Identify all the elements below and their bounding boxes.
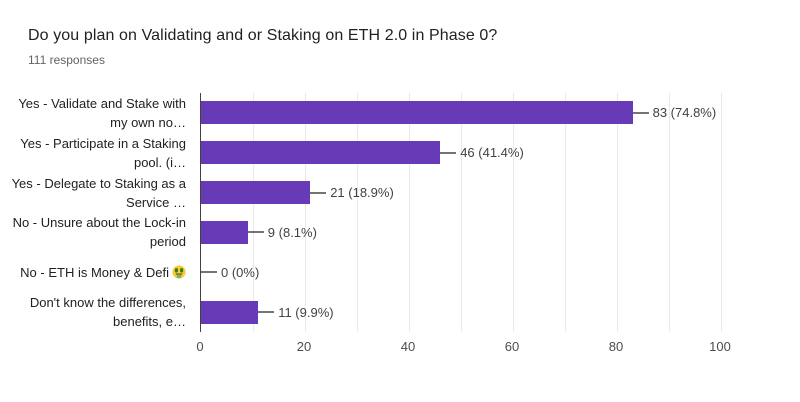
money-mouth-emoji-icon bbox=[172, 265, 186, 279]
gridline bbox=[461, 93, 462, 332]
gridline bbox=[409, 93, 410, 332]
gridline bbox=[617, 93, 618, 332]
leader-line bbox=[258, 311, 275, 314]
category-label: Don't know the differences, benefits, e… bbox=[0, 292, 192, 332]
category-label-line: Yes - Delegate to Staking as a bbox=[11, 175, 186, 191]
bar-value-label: 83 (74.8%) bbox=[652, 105, 717, 121]
category-label-text: No - ETH is Money & Defi bbox=[20, 264, 169, 280]
category-label: Yes - Participate in a Staking pool. (i… bbox=[0, 133, 192, 173]
leader-line bbox=[440, 151, 457, 154]
bar-row: 11 (9.9%) bbox=[201, 292, 721, 332]
x-axis-tick-label: 0 bbox=[196, 339, 204, 354]
gridline bbox=[721, 93, 722, 332]
bar-row: 46 (41.4%) bbox=[201, 133, 721, 173]
bar bbox=[201, 181, 311, 205]
bar-value-label: 46 (41.4%) bbox=[460, 145, 524, 161]
category-label: No - Unsure about the Lock-in period bbox=[0, 213, 192, 253]
category-label-line: my own no… bbox=[110, 114, 186, 130]
leader-line bbox=[632, 111, 649, 114]
x-axis-tick-label: 40 bbox=[400, 339, 416, 354]
category-label: No - ETH is Money & Defi bbox=[0, 252, 192, 292]
category-label-line: pool. (i… bbox=[133, 154, 186, 170]
gridline bbox=[305, 93, 306, 332]
bar-value-label: 21 (18.9%) bbox=[330, 185, 394, 201]
leader-line bbox=[247, 231, 264, 234]
bar bbox=[201, 220, 248, 244]
category-label-line: period bbox=[149, 234, 186, 250]
bar bbox=[201, 101, 633, 125]
x-axis-tick-label: 100 bbox=[709, 339, 731, 354]
category-label-line: Don't know the differences, bbox=[29, 295, 186, 311]
category-label-line: Yes - Participate in a Staking bbox=[20, 135, 186, 151]
gridline bbox=[513, 93, 514, 332]
bar-row: 9 (8.1%) bbox=[201, 213, 721, 253]
category-label-line: Service … bbox=[126, 194, 186, 210]
leader-line bbox=[310, 191, 327, 194]
gridline bbox=[253, 93, 254, 332]
gridline bbox=[565, 93, 566, 332]
bar-value-label: 9 (8.1%) bbox=[267, 224, 317, 240]
bar-row: 83 (74.8%) bbox=[201, 93, 721, 133]
gridline bbox=[669, 93, 670, 332]
category-label-line: No - Unsure about the Lock-in bbox=[12, 215, 186, 231]
category-label-line: Yes - Validate and Stake with bbox=[18, 95, 186, 111]
bar-value-label: 11 (9.9%) bbox=[278, 304, 334, 320]
x-axis-tick-label: 20 bbox=[296, 339, 312, 354]
leader-line bbox=[201, 271, 217, 274]
bar bbox=[201, 300, 259, 324]
bar-row: 0 (0%) bbox=[201, 252, 721, 292]
category-labels: Yes - Validate and Stake with my own no… Y… bbox=[0, 93, 192, 332]
category-label-line: No - ETH is Money & Defi bbox=[20, 263, 186, 282]
x-axis-tick-label: 80 bbox=[608, 339, 624, 354]
bar-chart-plot-area: 83 (74.8%) 46 (41.4%) 21 (18.9%) 9 (8.1%) 0 … bbox=[200, 93, 722, 332]
chart-title: Do you plan on Validating and or Staking… bbox=[28, 27, 498, 44]
bar-value-label: 0 (0%) bbox=[221, 264, 260, 280]
x-axis: 0 20 40 60 80 100 bbox=[196, 339, 730, 357]
bar-row: 21 (18.9%) bbox=[201, 173, 721, 213]
category-label-line: benefits, e… bbox=[113, 314, 186, 330]
bar bbox=[201, 141, 441, 165]
x-axis-tick-label: 60 bbox=[504, 339, 520, 354]
category-label: Yes - Delegate to Staking as a Service … bbox=[0, 173, 192, 213]
gridline bbox=[357, 93, 358, 332]
responses-count: 111 responses bbox=[28, 53, 105, 67]
category-label: Yes - Validate and Stake with my own no… bbox=[0, 93, 192, 133]
